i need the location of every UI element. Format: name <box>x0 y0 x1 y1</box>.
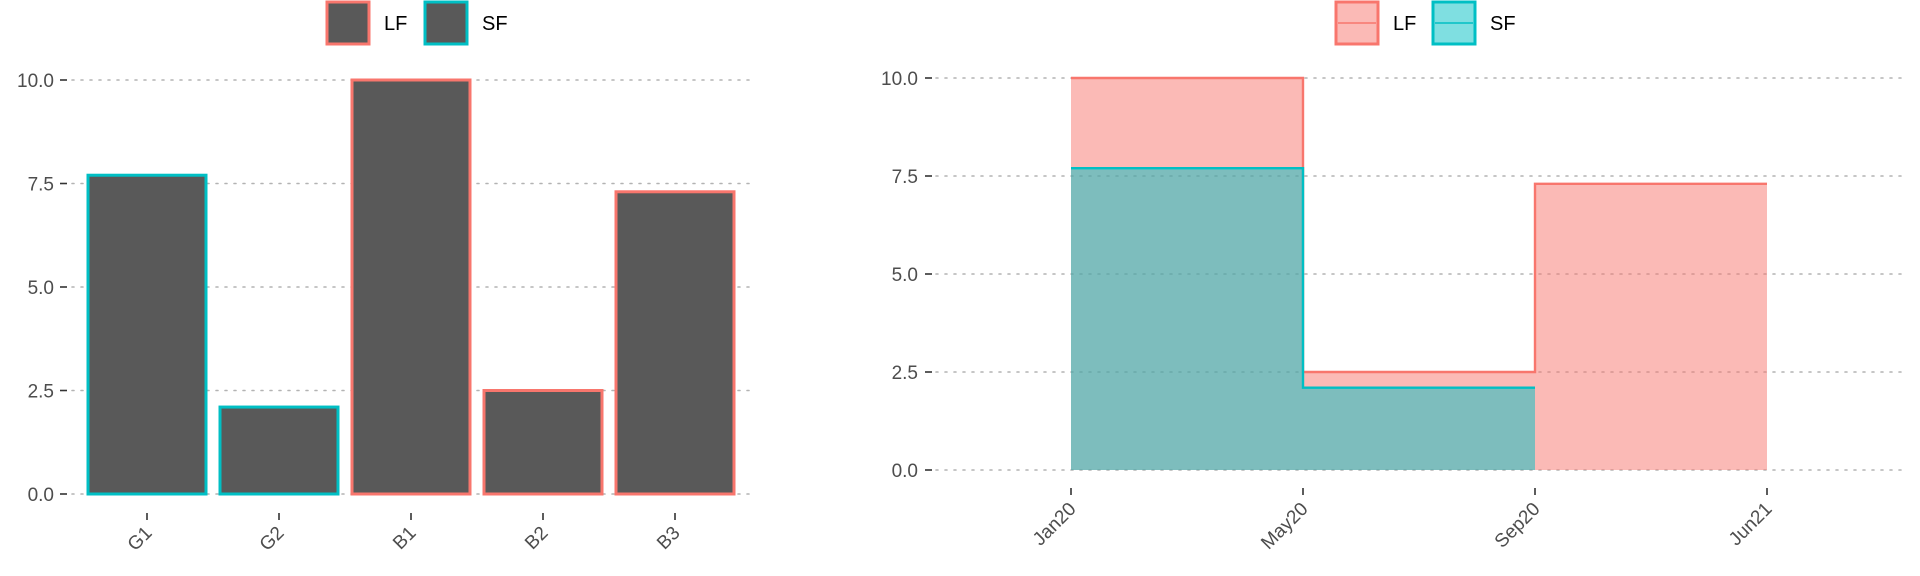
y-tick-label: 0.0 <box>28 485 54 506</box>
legend-label-SF: SF <box>1490 13 1516 35</box>
x-tick-label: Jun21 <box>1725 499 1776 550</box>
y-tick-label: 5.0 <box>28 278 54 299</box>
bar-G1 <box>86 173 208 496</box>
x-tick-label: Sep20 <box>1491 499 1545 553</box>
bar-B2 <box>482 389 604 496</box>
legend-key-SF <box>423 0 469 46</box>
bar-chart: 0.0 2.5 5.0 7.5 10.0 G1 G2 B1 B2 B3 LF SF <box>17 0 753 556</box>
x-tick-label: G1 <box>124 523 157 556</box>
x-tick-label: G2 <box>256 523 289 556</box>
y-tick-label: 7.5 <box>892 167 918 188</box>
x-tick-label: B3 <box>653 523 684 554</box>
y-tick-label: 10.0 <box>17 71 54 92</box>
legend-label-SF: SF <box>482 13 508 35</box>
y-tick-label: 2.5 <box>892 363 918 384</box>
bar-B1 <box>350 78 472 496</box>
y-tick-label: 0.0 <box>892 461 918 482</box>
legend-label-LF: LF <box>384 13 407 35</box>
bar-G2 <box>218 405 340 496</box>
step-area-chart: 0.0 2.5 5.0 7.5 10.0 Jan20 May20 Sep20 Jun21 LF SF <box>881 0 1906 554</box>
x-tick-label: B2 <box>521 523 552 554</box>
bar-B3 <box>614 190 736 496</box>
y-tick-label: 5.0 <box>892 265 918 286</box>
y-tick-label: 7.5 <box>28 175 54 196</box>
legend-label-LF: LF <box>1393 13 1416 35</box>
x-tick-label: Jan20 <box>1029 499 1080 550</box>
x-tick-label: B1 <box>389 523 420 554</box>
y-tick-label: 10.0 <box>881 69 918 90</box>
line-LF <box>1071 76 1767 374</box>
y-tick-label: 2.5 <box>28 382 54 403</box>
x-tick-label: May20 <box>1257 499 1312 554</box>
line-SF <box>1071 166 1535 389</box>
legend-key-LF <box>325 0 371 46</box>
